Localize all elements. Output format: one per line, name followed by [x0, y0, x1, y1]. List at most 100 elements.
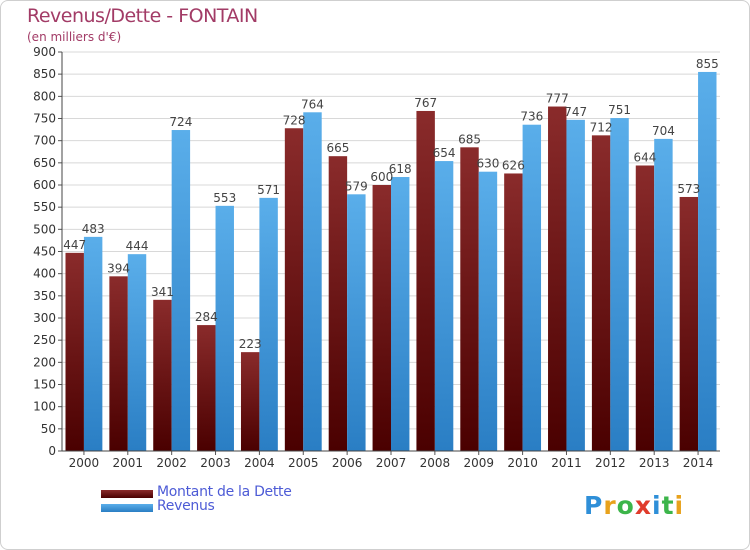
logo-letter: P — [584, 491, 604, 520]
y-tick-label: 800 — [33, 89, 56, 103]
bar-debt-2003 — [197, 325, 216, 451]
x-tick-label: 2012 — [595, 456, 626, 470]
y-tick-label: 900 — [33, 45, 56, 59]
bar-revenue-2011 — [566, 119, 585, 451]
data-label-revenue-2000: 483 — [82, 222, 105, 236]
x-tick-label: 2004 — [244, 456, 275, 470]
x-tick-label: 2005 — [288, 456, 319, 470]
y-tick-label: 100 — [33, 400, 56, 414]
data-label-revenue-2007: 618 — [389, 162, 412, 176]
x-tick-label: 2002 — [156, 456, 187, 470]
x-tick-label: 2009 — [463, 456, 494, 470]
bar-revenue-2009 — [478, 171, 498, 451]
bar-debt-2011 — [548, 106, 567, 451]
y-tick-label: 450 — [33, 245, 56, 259]
bar-debt-2005 — [284, 128, 304, 451]
y-tick-label: 550 — [33, 200, 56, 214]
bar-revenue-2013 — [654, 138, 673, 452]
x-tick-label: 2000 — [69, 456, 100, 470]
data-label-revenue-2011: 747 — [564, 105, 587, 119]
legend-label-debt: Montant de la Dette — [157, 484, 292, 500]
y-tick-label: 300 — [33, 311, 56, 325]
bar-debt-2001 — [109, 276, 128, 451]
y-tick-label: 850 — [33, 67, 56, 81]
data-labels: 447 483 394 444 341 724 284 553 223 571 728 764 665 5… — [63, 57, 718, 351]
data-label-debt-2008: 767 — [414, 96, 437, 110]
chart-subtitle: (en milliers d'€) — [27, 30, 122, 44]
data-label-debt-2003: 284 — [195, 310, 218, 324]
bar-debt-2000 — [65, 252, 84, 451]
data-label-debt-2010: 626 — [502, 158, 525, 172]
data-label-revenue-2003: 553 — [213, 191, 236, 205]
bar-revenue-2006 — [347, 194, 366, 451]
chart-title: Revenus/Dette - FONTAIN — [27, 5, 258, 27]
legend-swatch-revenue — [101, 504, 153, 512]
data-label-debt-2014: 573 — [677, 182, 700, 196]
data-label-revenue-2010: 736 — [520, 110, 543, 124]
bar-revenue-2012 — [610, 118, 629, 451]
bar-debt-2010 — [504, 173, 523, 451]
bar-revenue-2007 — [391, 177, 410, 451]
logo-letter: o — [616, 491, 635, 520]
y-tick-label: 500 — [33, 222, 56, 236]
y-tick-label: 250 — [33, 333, 56, 347]
data-label-debt-2005: 728 — [283, 113, 306, 127]
data-label-revenue-2009: 630 — [476, 157, 499, 171]
data-label-revenue-2006: 579 — [345, 179, 368, 193]
bar-debt-2014 — [679, 196, 699, 451]
y-tick-label: 700 — [33, 134, 56, 148]
x-tick-label: 2008 — [420, 456, 451, 470]
data-label-debt-2012: 712 — [590, 120, 613, 134]
x-tick-label: 2007 — [376, 456, 407, 470]
logo-letter: i — [674, 491, 685, 520]
logo-letter: x — [634, 491, 652, 520]
data-label-debt-2002: 341 — [151, 285, 174, 299]
bar-debt-2008 — [416, 110, 435, 452]
axes: 0 50 100 150 200 250 300 350 400 450 500 550 600 650 7… — [33, 45, 720, 470]
y-tick-label: 200 — [33, 355, 56, 369]
data-label-revenue-2002: 724 — [169, 115, 192, 129]
y-tick-label: 350 — [33, 289, 56, 303]
bar-debt-2002 — [153, 299, 172, 451]
data-label-debt-2000: 447 — [63, 238, 86, 252]
logo-letter: t — [661, 491, 675, 520]
y-tick-label: 150 — [33, 378, 56, 392]
bar-revenue-2008 — [434, 161, 454, 451]
bar-revenue-2010 — [522, 124, 542, 451]
bars — [65, 71, 717, 452]
x-tick-label: 2003 — [200, 456, 231, 470]
data-label-revenue-2012: 751 — [608, 103, 631, 117]
data-label-debt-2009: 685 — [458, 132, 481, 146]
y-tick-label: 50 — [41, 422, 56, 436]
bar-revenue-2004 — [259, 197, 278, 451]
bar-revenue-2000 — [83, 236, 103, 451]
logo-letter: r — [603, 491, 617, 520]
bar-revenue-2002 — [171, 130, 191, 451]
bar-revenue-2003 — [215, 205, 234, 451]
bar-debt-2012 — [591, 135, 611, 451]
x-tick-label: 2014 — [683, 456, 714, 470]
y-tick-label: 600 — [33, 178, 56, 192]
proxiti-logo: Proxiti — [584, 491, 684, 520]
data-label-revenue-2004: 571 — [257, 183, 280, 197]
x-tick-label: 2010 — [507, 456, 538, 470]
x-tick-label: 2006 — [332, 456, 363, 470]
data-label-revenue-2014: 855 — [696, 57, 719, 71]
logo-letter: i — [652, 491, 662, 520]
y-tick-label: 400 — [33, 267, 56, 281]
x-tick-label: 2001 — [113, 456, 144, 470]
legend-swatch-debt — [101, 490, 153, 498]
legend-label-revenue: Revenus — [157, 498, 215, 514]
bar-revenue-2014 — [698, 71, 717, 451]
bar-revenue-2005 — [303, 112, 322, 451]
y-tick-label: 650 — [33, 156, 56, 170]
data-label-revenue-2001: 444 — [126, 239, 149, 253]
data-label-revenue-2008: 654 — [433, 146, 456, 160]
data-label-debt-2013: 644 — [634, 150, 657, 164]
x-tick-label: 2011 — [551, 456, 582, 470]
bar-revenue-2001 — [127, 254, 147, 451]
data-label-debt-2007: 600 — [370, 170, 393, 184]
data-label-revenue-2005: 764 — [301, 97, 324, 111]
x-tick-label: 2013 — [639, 456, 670, 470]
